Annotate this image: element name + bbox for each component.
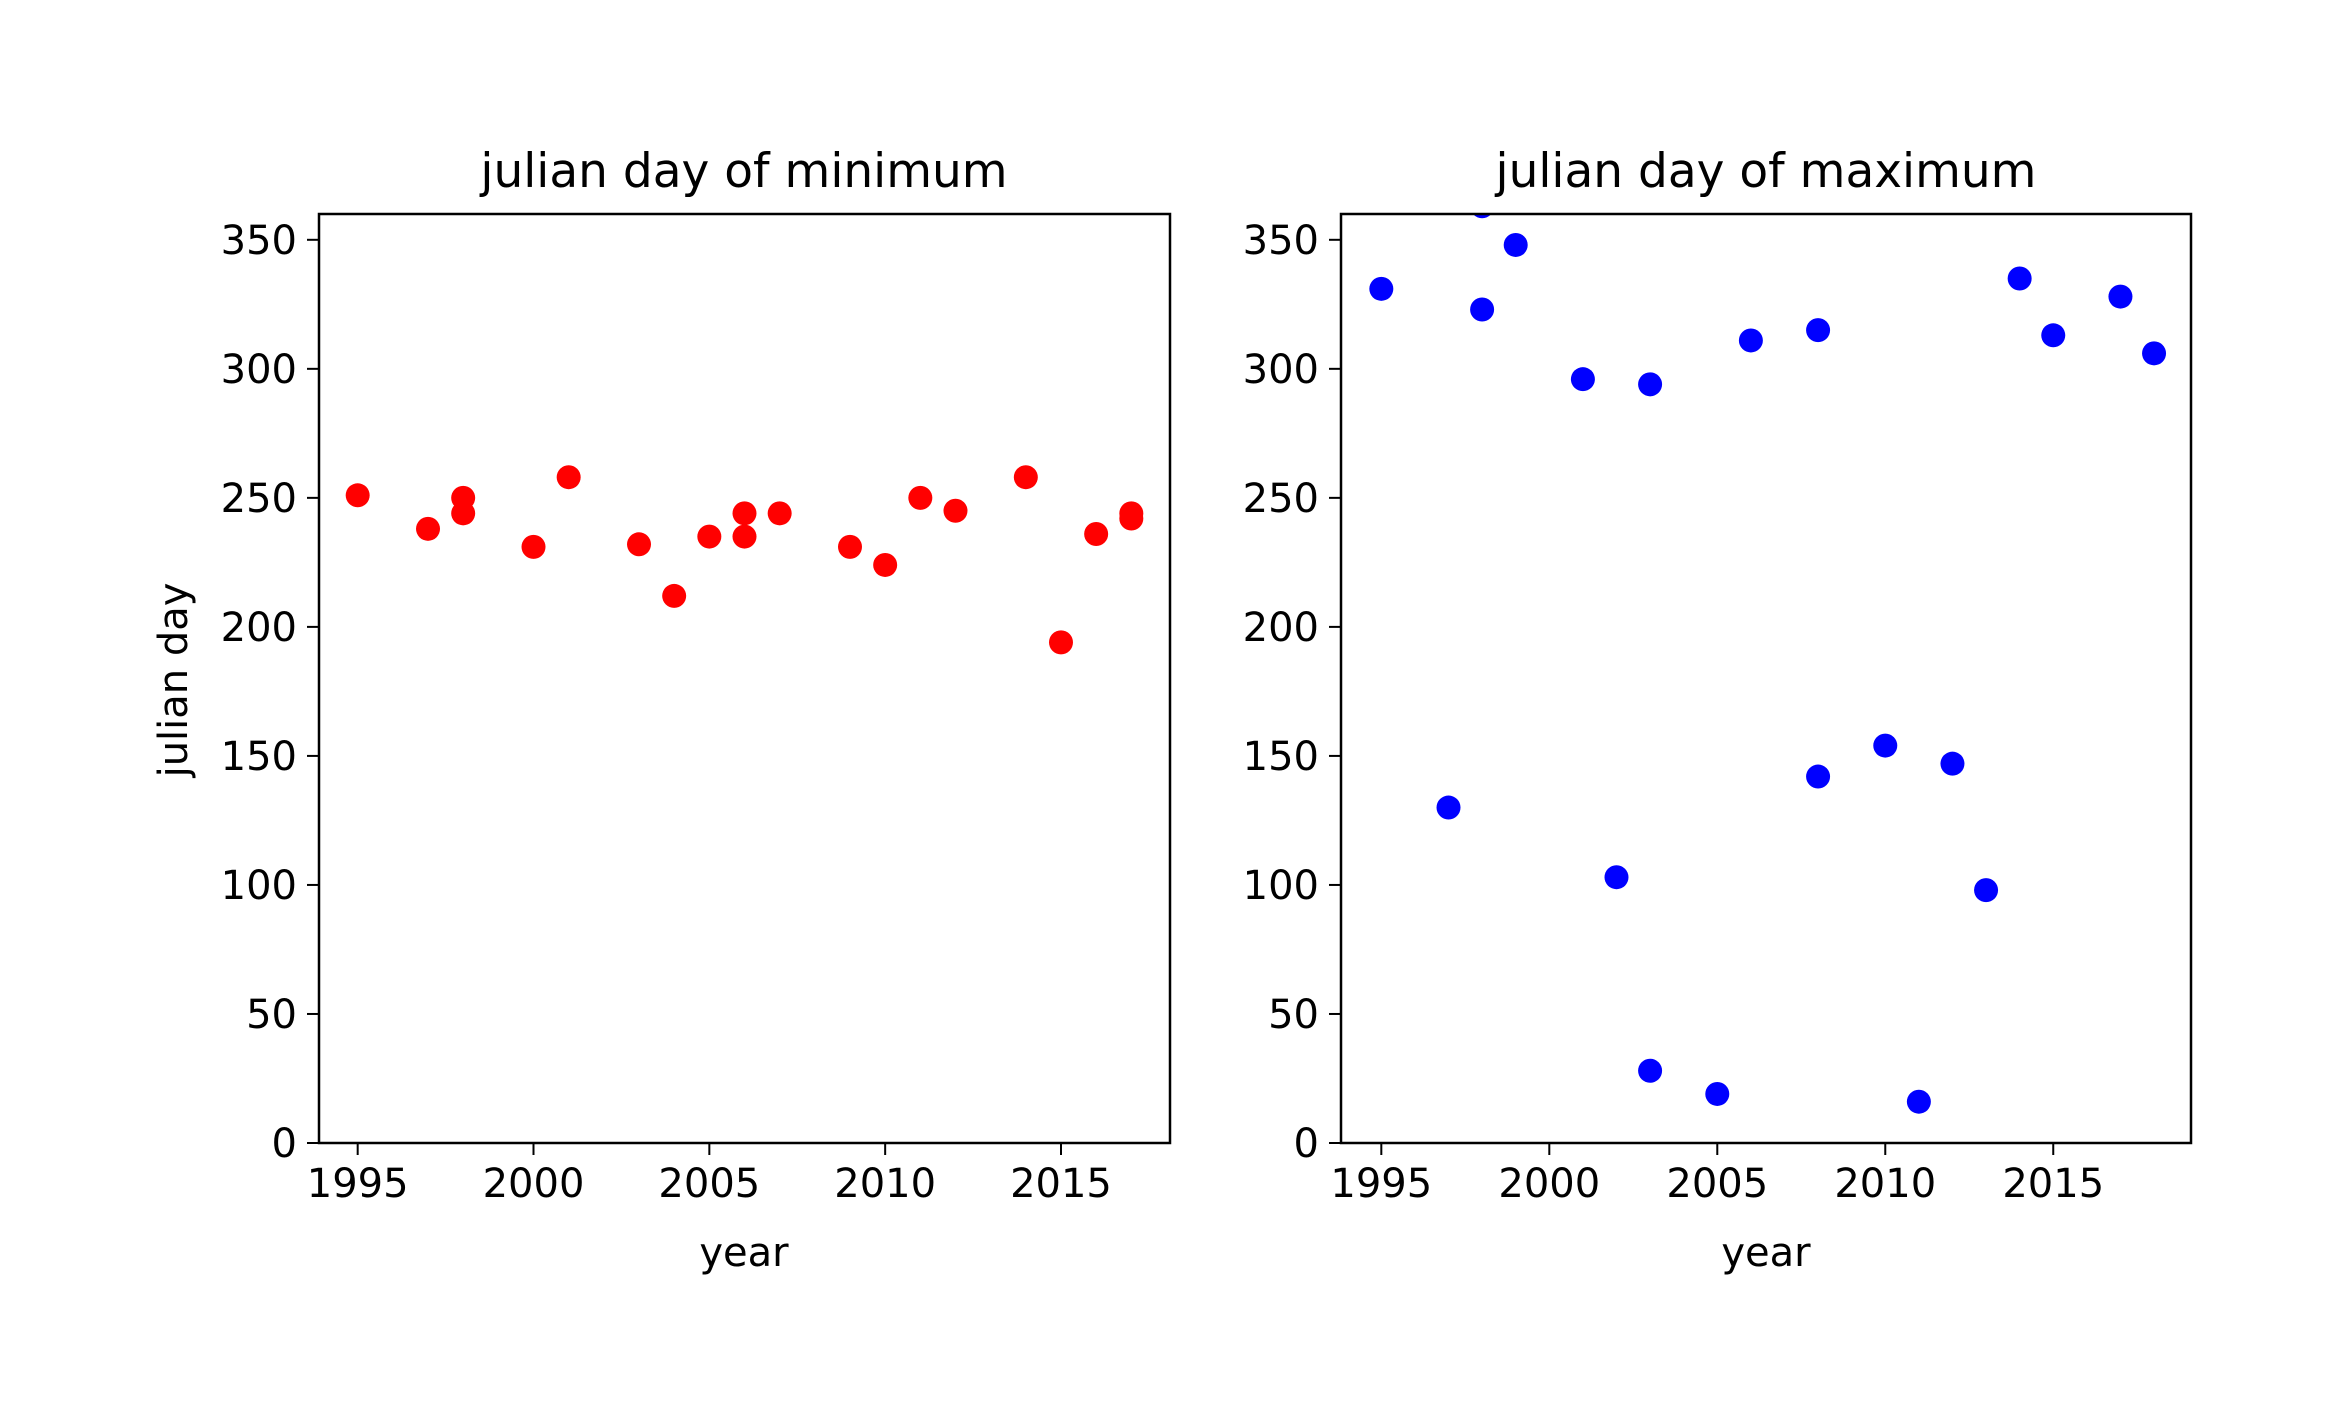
minimum-data-point <box>1084 521 1109 546</box>
maximum-data-point <box>2142 341 2167 366</box>
minimum-data-point <box>1048 630 1073 655</box>
minimum-data-point <box>908 485 933 510</box>
minimum-data-point <box>345 483 370 508</box>
maximum-data-point <box>1705 1081 1730 1106</box>
minimum-x-tick-label: 2015 <box>1010 1161 1112 1207</box>
maximum-data-point <box>1369 276 1394 301</box>
maximum-y-tick-label: 250 <box>1243 476 1319 522</box>
minimum-data-point <box>837 534 862 559</box>
minimum-y-tick-label: 0 <box>272 1121 297 1167</box>
minimum-data-point <box>697 524 722 549</box>
minimum-y-tick-label: 250 <box>221 476 297 522</box>
maximum-data-point <box>2108 284 2133 309</box>
maximum-data-point <box>2007 266 2032 291</box>
minimum-ticks: 1995 2000 2005 2010 2015 0 50 100 150 200 250 300 35… <box>221 218 1112 1207</box>
minimum-x-tick-label: 2000 <box>483 1161 585 1207</box>
minimum-data-point <box>767 501 792 526</box>
minimum-y-tick-label: 200 <box>221 605 297 651</box>
minimum-data-point <box>521 534 546 559</box>
minimum-data-point <box>943 498 968 523</box>
maximum-data-point <box>1436 795 1461 820</box>
minimum-panel-title: julian day of minimum <box>479 144 1007 199</box>
maximum-y-tick-label: 0 <box>1294 1121 1319 1167</box>
maximum-data-point <box>1906 1089 1931 1114</box>
maximum-data-point <box>1974 878 1999 903</box>
maximum-ticks: 1995 2000 2005 2010 2015 0 50 100 150 200 250 300 35… <box>1243 218 2105 1207</box>
minimum-data-point <box>1013 465 1038 490</box>
minimum-x-tick-label: 1995 <box>307 1161 409 1207</box>
minimum-data-point <box>1119 506 1144 531</box>
maximum-panel-title: julian day of maximum <box>1495 144 2037 199</box>
minimum-data-point <box>873 552 898 577</box>
maximum-data-point <box>1873 733 1898 758</box>
maximum-axes-frame <box>1339 212 2193 1145</box>
maximum-data-point <box>1570 367 1595 392</box>
minimum-axes-frame <box>317 212 1172 1145</box>
minimum-y-tick-label: 50 <box>246 992 297 1038</box>
maximum-y-tick-label: 100 <box>1243 863 1319 909</box>
maximum-x-axis-label: year <box>1721 1230 1811 1276</box>
maximum-x-tick-label: 1995 <box>1330 1161 1432 1207</box>
maximum-panel: julian day of maximum year 1995 2000 2005 2… <box>1243 144 2193 1276</box>
maximum-data-point <box>1738 328 1763 353</box>
maximum-y-tick-label: 150 <box>1243 734 1319 780</box>
minimum-panel: julian day of minimum year julian day 19… <box>151 144 1172 1276</box>
maximum-x-tick-label: 2010 <box>1834 1161 1936 1207</box>
minimum-data-point <box>627 532 652 557</box>
maximum-data-point <box>1604 865 1629 890</box>
minimum-x-axis-label: year <box>699 1230 789 1276</box>
minimum-data-point <box>416 516 441 541</box>
maximum-data-point <box>1940 751 1965 776</box>
maximum-x-tick-label: 2005 <box>1666 1161 1768 1207</box>
maximum-data-point <box>1806 764 1831 789</box>
maximum-data-point <box>1638 1058 1663 1083</box>
minimum-x-tick-label: 2010 <box>834 1161 936 1207</box>
minimum-y-axis-label: julian day <box>151 583 197 779</box>
minimum-points <box>345 465 1144 655</box>
maximum-y-tick-label: 350 <box>1243 218 1319 264</box>
maximum-x-tick-label: 2000 <box>1498 1161 1600 1207</box>
maximum-y-tick-label: 200 <box>1243 605 1319 651</box>
maximum-y-tick-label: 50 <box>1268 992 1319 1038</box>
maximum-data-point <box>1470 297 1495 322</box>
maximum-data-point <box>2041 323 2066 348</box>
maximum-data-point <box>1638 372 1663 397</box>
maximum-x-tick-label: 2015 <box>2002 1161 2104 1207</box>
maximum-points <box>1369 214 2167 1114</box>
maximum-data-point <box>1806 318 1831 343</box>
minimum-data-point <box>732 524 757 549</box>
minimum-data-point <box>732 501 757 526</box>
minimum-y-tick-label: 350 <box>221 218 297 264</box>
minimum-data-point <box>451 501 476 526</box>
maximum-y-tick-label: 300 <box>1243 347 1319 393</box>
minimum-data-point <box>556 465 581 490</box>
minimum-y-tick-label: 150 <box>221 734 297 780</box>
minimum-data-point <box>662 583 687 608</box>
minimum-y-tick-label: 100 <box>221 863 297 909</box>
maximum-data-point <box>1503 232 1528 257</box>
minimum-y-tick-label: 300 <box>221 347 297 393</box>
minimum-x-tick-label: 2005 <box>658 1161 760 1207</box>
